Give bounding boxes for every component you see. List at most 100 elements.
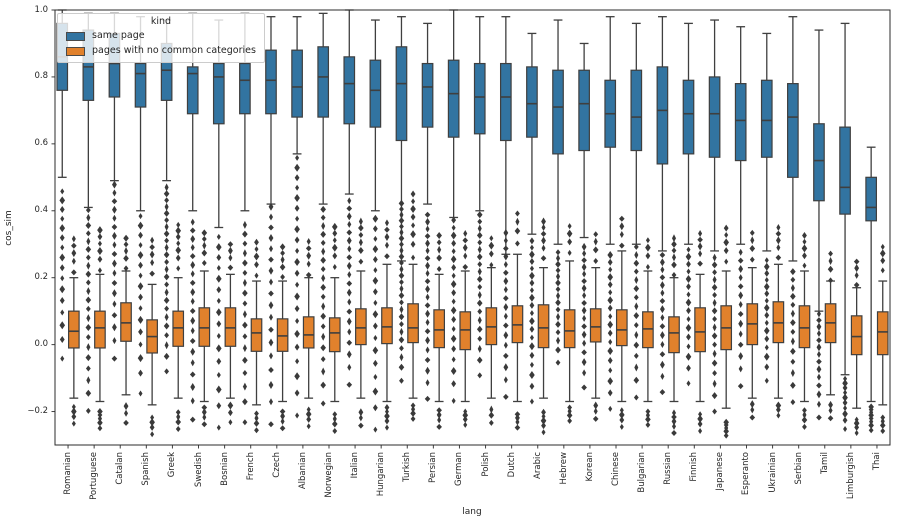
flier-no-common-Portuguese xyxy=(97,233,103,241)
x-tick-label-text: Korean xyxy=(584,452,595,482)
flier-same-page-Portuguese xyxy=(85,354,92,362)
flier-no-common-Albanian xyxy=(305,272,312,279)
flier-no-common-Portuguese xyxy=(97,240,102,247)
flier-same-page-Russian xyxy=(660,314,665,322)
flier-same-page-Tamil xyxy=(816,365,822,374)
flier-same-page-Bulgarian xyxy=(633,243,639,250)
flier-same-page-Polish xyxy=(476,253,483,261)
flier-same-page-French xyxy=(242,369,248,376)
flier-same-page-Greek xyxy=(164,332,170,339)
flier-same-page-Korean xyxy=(582,270,587,278)
flier-same-page-Arabic xyxy=(529,351,535,359)
flier-same-page-Turkish xyxy=(398,313,405,321)
y-tick-label: 1.0 xyxy=(34,4,48,15)
flier-same-page-Chinese xyxy=(608,338,613,345)
flier-no-common-Spanish xyxy=(149,418,155,427)
flier-same-page-Persian xyxy=(425,379,430,387)
flier-same-page-German xyxy=(451,224,456,231)
flier-same-page-Tamil xyxy=(816,373,821,381)
flier-same-page-Hungarian xyxy=(372,404,378,412)
flier-same-page-Turkish xyxy=(398,253,405,261)
y-tick-label: 0.0 xyxy=(34,339,48,350)
flier-same-page-Chinese xyxy=(608,289,613,296)
flier-no-common-Japanese xyxy=(723,224,729,232)
x-tick-label-text: Tamil xyxy=(819,452,830,474)
flier-same-page-Finnish xyxy=(685,323,692,332)
flier-same-page-Chinese xyxy=(607,258,613,266)
flier-no-common-Finnish xyxy=(698,411,703,418)
flier-same-page-Spanish xyxy=(138,369,143,377)
flier-same-page-German xyxy=(450,231,457,240)
flier-same-page-Polish xyxy=(476,211,483,219)
flier-same-page-Portuguese xyxy=(85,279,91,286)
flier-same-page-Italian xyxy=(346,308,353,315)
flier-same-page-Serbian xyxy=(790,381,796,389)
flier-same-page-French xyxy=(242,289,248,297)
flier-no-common-Greek xyxy=(175,418,182,426)
flier-same-page-Hebrew xyxy=(555,267,561,274)
flier-no-common-Ukrainian xyxy=(776,244,781,252)
flier-same-page-Bosnian xyxy=(216,424,221,431)
flier-same-page-Japanese xyxy=(712,341,717,348)
x-tick-label-text: Spanish xyxy=(141,452,152,486)
flier-same-page-Arabic xyxy=(529,258,535,266)
flier-same-page-Hungarian xyxy=(372,387,379,396)
flier-same-page-Romanian xyxy=(59,264,65,272)
flier-same-page-Romanian xyxy=(59,321,66,330)
flier-same-page-Esperanto xyxy=(737,283,744,290)
flier-same-page-Norwegian xyxy=(321,221,326,230)
flier-same-page-Bulgarian xyxy=(634,275,639,284)
flier-no-common-Bulgarian xyxy=(645,237,650,244)
box-same-page-Norwegian xyxy=(317,46,330,118)
x-tick-label-text: Portuguese xyxy=(89,452,100,500)
flier-same-page-Korean xyxy=(581,242,587,251)
box-no-common-Albanian xyxy=(302,316,315,349)
flier-no-common-Italian xyxy=(358,217,363,226)
x-tick-label-text: Czech xyxy=(271,452,282,478)
flier-no-common-German xyxy=(462,243,468,252)
box-same-page-Persian xyxy=(421,62,434,128)
flier-same-page-Limburgish xyxy=(842,384,848,392)
flier-same-page-Finnish xyxy=(686,307,691,315)
flier-same-page-Swedish xyxy=(190,397,195,405)
flier-same-page-Serbian xyxy=(790,337,795,346)
x-tick-label-text: Dutch xyxy=(506,452,517,478)
flier-same-page-Bosnian xyxy=(216,254,222,262)
flier-no-common-Esperanto xyxy=(750,236,755,245)
flier-same-page-Bosnian xyxy=(216,274,222,283)
flier-same-page-Greek xyxy=(163,209,170,217)
flier-same-page-Swedish xyxy=(190,297,195,305)
box-same-page-Russian xyxy=(656,66,669,165)
flier-same-page-Esperanto xyxy=(738,365,743,373)
flier-no-common-Persian xyxy=(437,245,442,254)
flier-no-common-Dutch xyxy=(514,227,521,235)
flier-no-common-Finnish xyxy=(697,260,703,267)
flier-same-page-Dutch xyxy=(503,277,509,286)
flier-no-common-Portuguese xyxy=(97,425,103,432)
flier-same-page-Serbian xyxy=(790,358,796,365)
flier-same-page-Hungarian xyxy=(372,245,379,254)
flier-same-page-Hungarian xyxy=(372,346,379,355)
flier-same-page-Serbian xyxy=(790,283,795,292)
flier-same-page-Swedish xyxy=(190,260,196,269)
box-same-page-Limburgish xyxy=(839,126,851,215)
flier-no-common-French xyxy=(254,427,259,434)
flier-same-page-Spanish xyxy=(138,272,143,279)
flier-no-common-Spanish xyxy=(149,244,155,251)
flier-no-common-Spanish xyxy=(150,259,155,267)
flier-same-page-Bulgarian xyxy=(634,330,639,339)
flier-same-page-Polish xyxy=(477,335,483,342)
flier-no-common-Albanian xyxy=(306,423,311,430)
box-no-common-Finnish xyxy=(694,307,706,353)
flier-no-common-Turkish xyxy=(410,415,416,422)
flier-no-common-Chinese xyxy=(619,230,624,238)
flier-same-page-Albanian xyxy=(295,154,300,161)
flier-same-page-Romanian xyxy=(59,297,65,305)
flier-no-common-Catalan xyxy=(124,247,129,256)
flier-same-page-Turkish xyxy=(398,336,405,344)
legend-swatch-no-common-categories-icon xyxy=(66,46,85,56)
flier-no-common-Czech xyxy=(279,263,286,271)
flier-no-common-Portuguese xyxy=(97,267,102,274)
flier-no-common-Russian xyxy=(672,253,677,262)
flier-same-page-Tamil xyxy=(816,382,822,389)
